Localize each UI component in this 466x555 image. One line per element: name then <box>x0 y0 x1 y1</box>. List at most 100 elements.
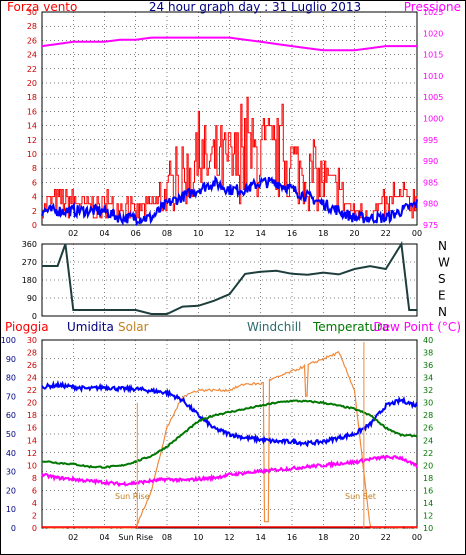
wind-tick-label: 6 <box>32 178 37 187</box>
pressure-tick-label: 1010 <box>423 72 443 81</box>
rain-tick-label: 8 <box>32 474 37 483</box>
temperatura-label: Temperatura <box>312 320 389 334</box>
umidita-label: Umidita <box>67 320 114 334</box>
temperature-tick-label: 12 <box>423 511 433 520</box>
dew-point-series <box>41 454 418 488</box>
rain-tick-label: 28 <box>27 349 37 358</box>
temperature-tick-label: 30 <box>423 399 433 408</box>
temperature-tick-label: 40 <box>423 336 433 345</box>
temperature-tick-label: 22 <box>423 449 433 458</box>
top-time-tick: 14 <box>256 229 266 238</box>
temperature-tick-label: 10 <box>423 524 433 533</box>
humidity-temperature-chart: Pioggia Umidita Solar Windchill Temperat… <box>1 320 461 542</box>
temperature-tick-label: 34 <box>423 374 433 383</box>
pressure-tick-label: 1015 <box>423 51 443 60</box>
pressure-tick-label: 1025 <box>423 8 443 17</box>
wind-tick-label: 14 <box>27 122 37 131</box>
windchill-label: Windchill <box>247 320 301 334</box>
temperature-axis-ticks: 10 12 14 16 18 20 22 24 26 28 30 32 34 36 38 40 <box>423 336 433 533</box>
temperature-series <box>41 399 418 469</box>
pressure-tick-label: 1005 <box>423 93 443 102</box>
top-time-tick: 04 <box>99 229 109 238</box>
direction-letter: N <box>438 239 447 253</box>
wind-tick-label: 10 <box>27 150 37 159</box>
bottom-time-tick: 22 <box>381 533 391 542</box>
direction-letter: E <box>438 289 446 303</box>
direction-letter: W <box>438 256 450 270</box>
wind-tick-label: 8 <box>32 164 37 173</box>
wind-axis-label: Forza vento <box>7 1 77 14</box>
wind-gust-series <box>42 96 418 219</box>
top-time-tick: 08 <box>162 229 172 238</box>
pioggia-label: Pioggia <box>5 320 49 334</box>
direction-tick-label: 360 <box>22 240 37 249</box>
humidity-axis-ticks: 0 10 20 30 40 50 60 70 80 90 100 <box>1 336 16 533</box>
pressure-tick-label: 985 <box>423 178 438 187</box>
pressure-tick-label: 1020 <box>423 29 443 38</box>
bottom-time-tick: 04 <box>99 533 109 542</box>
wind-tick-label: 22 <box>27 65 37 74</box>
temperature-tick-label: 24 <box>423 436 433 445</box>
humidity-tick-label: 100 <box>1 336 16 345</box>
mid-grid <box>42 244 418 316</box>
top-time-tick: 02 <box>68 229 78 238</box>
temperature-tick-label: 26 <box>423 424 433 433</box>
bottom-time-tick: 18 <box>318 533 328 542</box>
humidity-tick-label: 0 <box>11 524 16 533</box>
humidity-tick-label: 60 <box>6 411 16 420</box>
pressure-axis-ticks: 975 980 985 990 995 1000 1005 1010 1015 1020 1025 <box>423 8 443 230</box>
rain-tick-label: 4 <box>32 499 37 508</box>
rain-tick-label: 26 <box>27 361 37 370</box>
temperature-tick-label: 16 <box>423 486 433 495</box>
top-time-tick: 22 <box>381 229 391 238</box>
direction-tick-label: 180 <box>22 276 37 285</box>
humidity-tick-label: 70 <box>6 392 16 401</box>
direction-axis-ticks: 0 90 180 270 360 <box>22 240 37 321</box>
rain-tick-label: 14 <box>27 436 37 445</box>
wind-tick-label: 30 <box>27 8 37 17</box>
wind-tick-label: 28 <box>27 22 37 31</box>
humidity-tick-label: 30 <box>6 468 16 477</box>
pressure-tick-label: 990 <box>423 157 438 166</box>
chart-title: 24 hour graph day : 31 Luglio 2013 <box>149 1 361 14</box>
temperature-tick-label: 28 <box>423 411 433 420</box>
pressure-series <box>41 36 417 52</box>
bottom-time-tick: 16 <box>287 533 297 542</box>
dew-point-label: Dew Point (°C) <box>373 320 461 334</box>
wind-tick-label: 4 <box>32 193 37 202</box>
top-time-tick: 12 <box>224 229 234 238</box>
top-time-tick: 10 <box>193 229 203 238</box>
wind-average-series <box>41 175 418 227</box>
direction-tick-label: 0 <box>32 312 37 321</box>
temperature-tick-label: 14 <box>423 499 433 508</box>
temperature-tick-label: 32 <box>423 386 433 395</box>
bottom-time-tick: 08 <box>162 533 172 542</box>
solar-series <box>41 350 418 529</box>
sun-rise-annotation: Sun Rise <box>115 492 150 501</box>
wind-tick-label: 0 <box>32 221 37 230</box>
bottom-time-tick: 20 <box>349 533 359 542</box>
temperature-tick-label: 36 <box>423 361 433 370</box>
bottom-time-tick: Sun Rise <box>118 533 153 542</box>
rain-tick-label: 2 <box>32 511 37 520</box>
wind-direction-series <box>42 241 417 315</box>
wind-tick-label: 20 <box>27 79 37 88</box>
humidity-tick-label: 50 <box>6 430 16 439</box>
pressure-tick-label: 995 <box>423 136 438 145</box>
bottom-time-tick: 10 <box>193 533 203 542</box>
wind-tick-label: 12 <box>27 136 37 145</box>
pressure-tick-label: 980 <box>423 200 438 209</box>
rain-tick-label: 24 <box>27 374 37 383</box>
pressure-axis-label: Pressione <box>404 1 461 14</box>
humidity-series <box>41 379 418 448</box>
wind-tick-label: 26 <box>27 36 37 45</box>
direction-letter: N <box>438 305 447 319</box>
top-time-tick: 00 <box>412 229 422 238</box>
direction-letter: S <box>438 272 446 286</box>
